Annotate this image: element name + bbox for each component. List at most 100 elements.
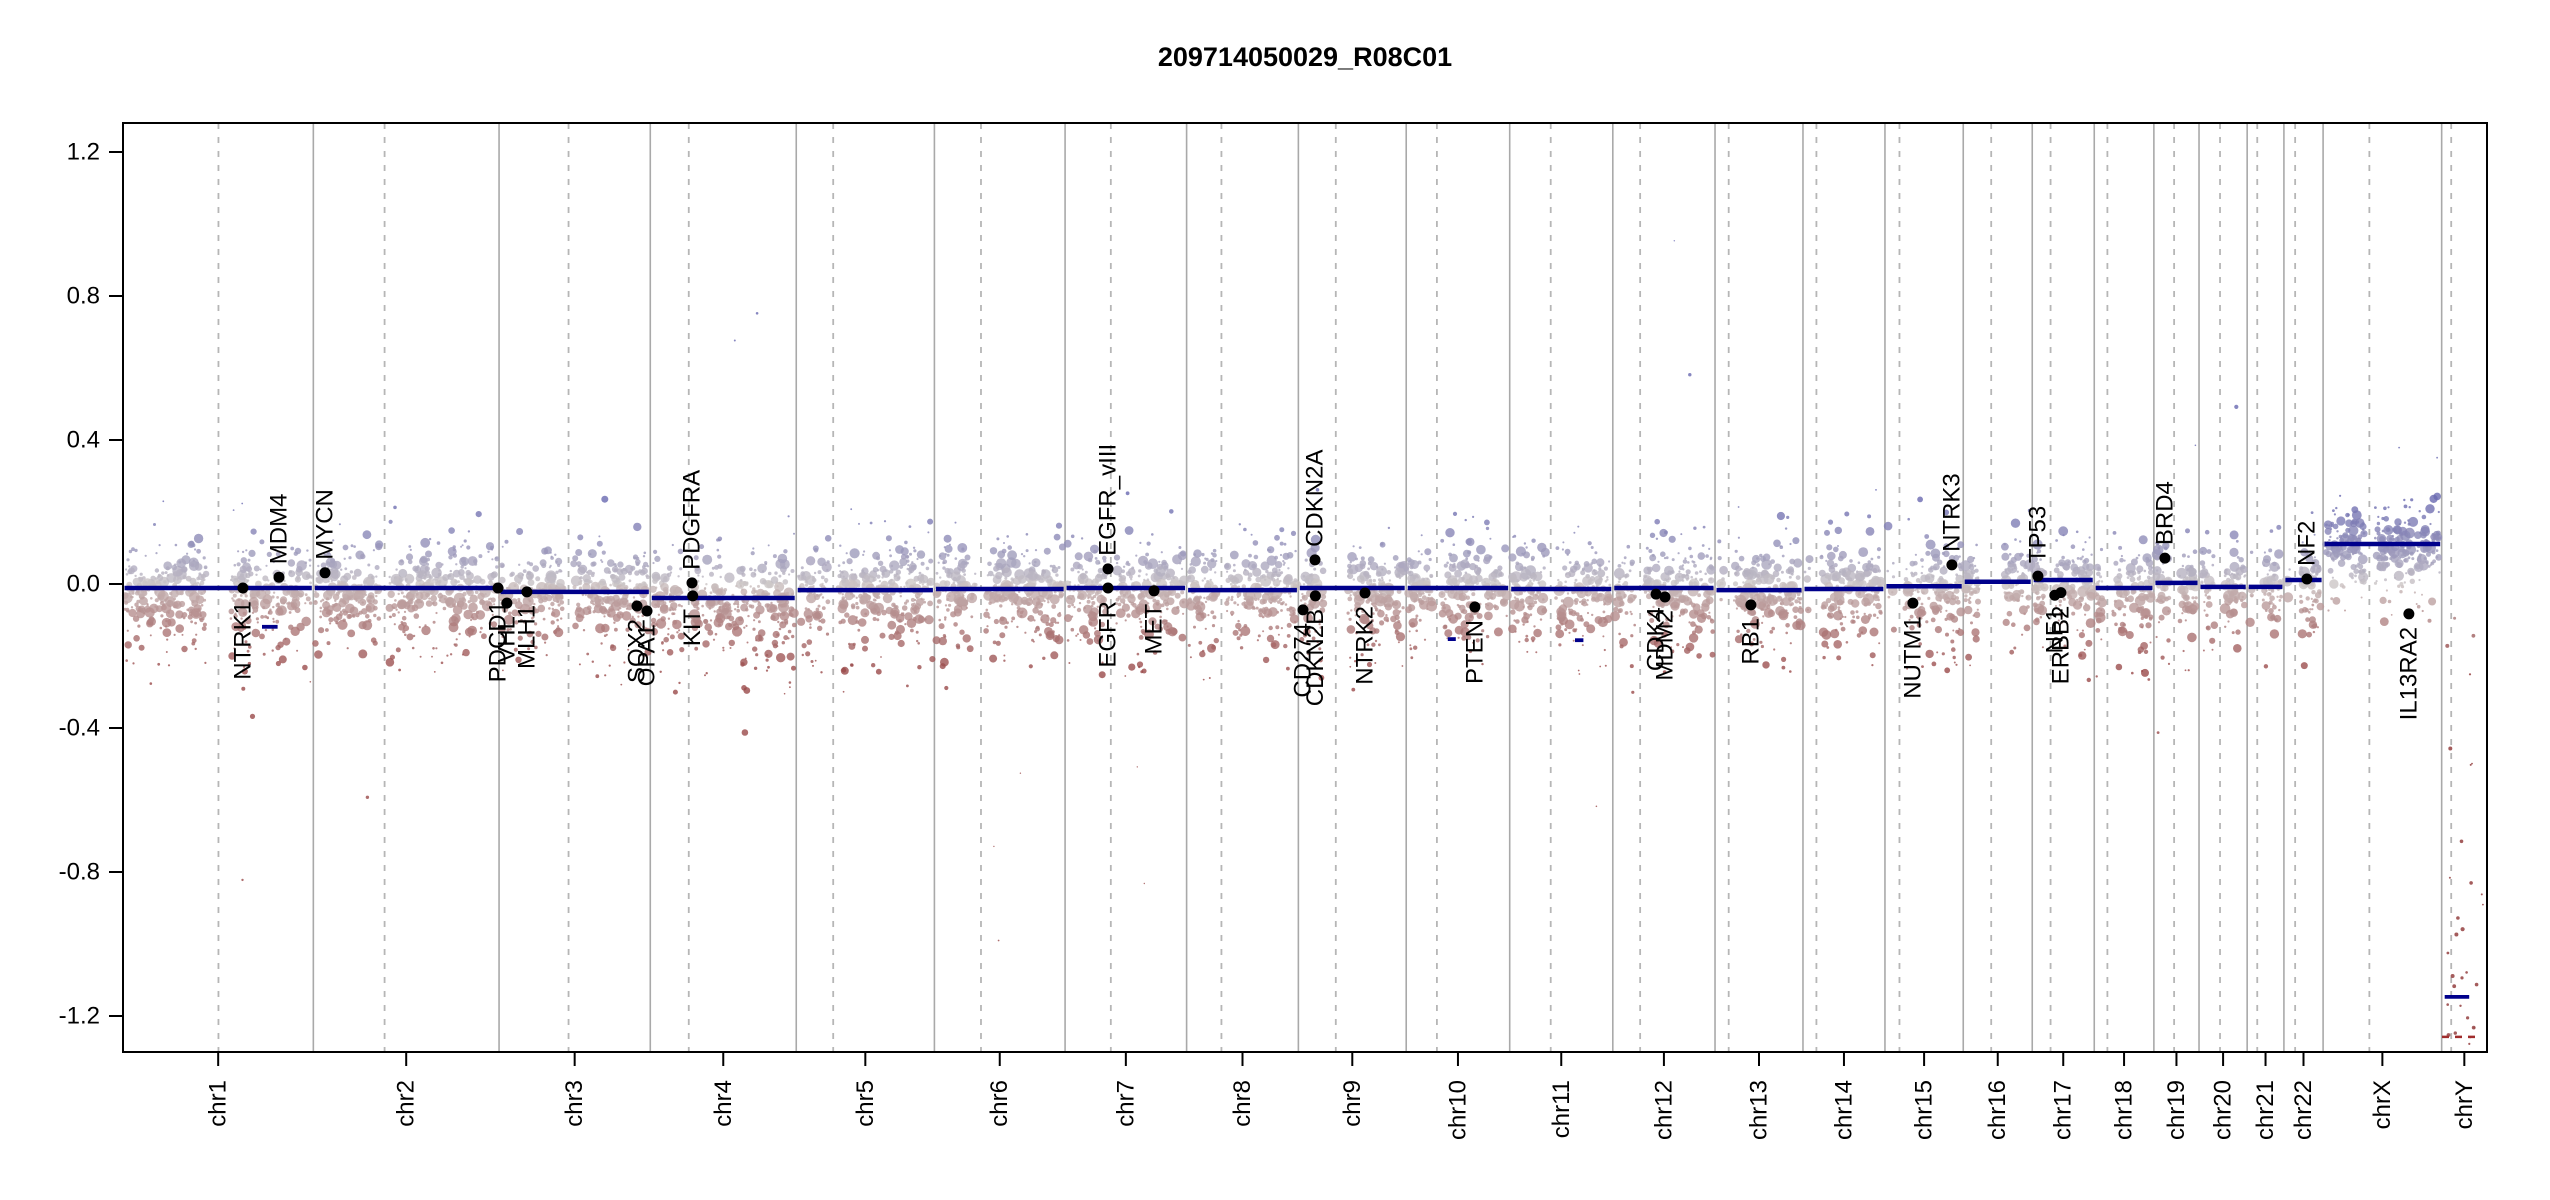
gene-label: NTRK1: [229, 601, 256, 680]
gene-label: NTRK2: [1352, 606, 1379, 685]
y-tick-label: 0.4: [67, 427, 100, 454]
gene-TP53: TP53: [2024, 506, 2051, 582]
x-tick-label-chr13: chr13: [1745, 1080, 1772, 1140]
gene-dot: [2032, 570, 2044, 582]
gene-label: NUTM1: [1899, 616, 1926, 699]
chart-root: 1.2 0.8 0.4 0.0 -0.4 -0.8 -1.2 chr1 chr2 chr3 chr4…: [59, 122, 2488, 1140]
plot-title: 209714050029_R08C01: [1158, 42, 1452, 72]
gene-RB1: RB1: [1737, 599, 1764, 665]
y-axis: 1.2 0.8 0.4 0.0 -0.4 -0.8 -1.2: [59, 139, 123, 1030]
gene-dot: [687, 590, 699, 602]
gene-label: MLH1: [513, 605, 540, 669]
probe-point-cloud: [121, 240, 2484, 1045]
gene-NTRK1: NTRK1: [229, 582, 256, 680]
x-tick-label-chr15: chr15: [1911, 1080, 1938, 1140]
x-tick-label-chr3: chr3: [561, 1080, 588, 1127]
segmentation-lines: [124, 541, 2478, 1039]
x-tick-label-chr5: chr5: [852, 1080, 879, 1127]
gene-dot: [2301, 573, 2313, 585]
gene-MYCN: MYCN: [312, 489, 339, 579]
gene-label: SOX2: [624, 619, 651, 683]
gene-BRD4: BRD4: [2151, 481, 2178, 564]
gene-dot: [1102, 563, 1114, 575]
gene-dot: [686, 577, 698, 589]
gene-label: NF1: [2041, 608, 2068, 653]
x-tick-label-chr14: chr14: [1830, 1080, 1857, 1140]
gene-NTRK3: NTRK3: [1938, 473, 1965, 571]
gene-PTEN: PTEN: [1461, 601, 1488, 684]
gene-dot: [1907, 597, 1919, 609]
x-tick-label-chr7: chr7: [1112, 1080, 1139, 1127]
gene-KIT: KIT: [679, 590, 706, 646]
x-tick-label-chr18: chr18: [2111, 1080, 2138, 1140]
gene-dot: [1148, 585, 1160, 597]
gene-ERBB2: ERBB2: [2047, 587, 2074, 684]
x-tick-label-chrX: chrX: [2369, 1080, 2396, 1129]
gene-label: CDK4: [1643, 607, 1670, 671]
gene-dot: [2055, 587, 2067, 599]
gene-label: CDKN2A: [1302, 450, 1329, 547]
x-tick-label-chr19: chr19: [2163, 1080, 2190, 1140]
x-tick-label-chr2: chr2: [393, 1080, 420, 1127]
gene-dot: [641, 605, 653, 617]
gene-dot: [631, 600, 643, 612]
gene-MLH1: MLH1: [513, 586, 540, 669]
x-tick-label-chr16: chr16: [1984, 1080, 2011, 1140]
gene-PDGFRA: PDGFRA: [679, 470, 706, 589]
gene-MDM4: MDM4: [266, 494, 293, 583]
gene-label: VHL: [493, 616, 520, 663]
gene-label: PDCD1: [485, 601, 512, 682]
gene-label: RB1: [1737, 618, 1764, 665]
gene-label: MYCN: [312, 489, 339, 560]
x-tick-label-chr12: chr12: [1650, 1080, 1677, 1140]
gene-label: MDM4: [266, 494, 293, 565]
plot-border: [122, 122, 2488, 1053]
gene-dot: [1659, 591, 1671, 603]
x-tick-label-chr10: chr10: [1444, 1080, 1471, 1140]
y-tick-label: -1.2: [59, 1003, 100, 1030]
gene-dot: [1297, 604, 1309, 616]
x-tick-label-chr4: chr4: [710, 1080, 737, 1127]
x-tick-label-chr9: chr9: [1339, 1080, 1366, 1127]
gene-dot: [1650, 588, 1662, 600]
gene-label: CD274: [1290, 623, 1317, 698]
x-tick-label-chrY: chrY: [2451, 1080, 2478, 1129]
gene-label: PDGFRA: [679, 470, 706, 570]
x-tick-label-chr11: chr11: [1548, 1080, 1575, 1138]
gene-dot: [1469, 601, 1481, 613]
gene-label: TP53: [2024, 506, 2051, 563]
gene-NUTM1: NUTM1: [1899, 597, 1926, 699]
gene-dot: [492, 582, 504, 594]
gene-dot: [1309, 554, 1321, 566]
gene-CD274: CD274: [1290, 604, 1317, 698]
gene-OPA1: OPA1: [634, 605, 661, 686]
gene-label: EGFR: [1095, 601, 1122, 668]
gene-dot: [521, 586, 533, 598]
y-tick-label: 0.0: [67, 571, 100, 598]
x-tick-label-chr22: chr22: [2290, 1080, 2317, 1140]
gene-IL13RA2: IL13RA2: [2395, 608, 2422, 720]
gene-NTRK2: NTRK2: [1352, 587, 1379, 685]
gene-dot: [1309, 590, 1321, 602]
x-tick-label-chr21: chr21: [2252, 1080, 2279, 1140]
gene-EGFR: EGFR: [1095, 582, 1122, 668]
gene-label: NTRK3: [1938, 473, 1965, 552]
gene-MDM2: MDM2: [1652, 591, 1679, 681]
gene-EGFR_vIII: EGFR_vIII: [1095, 444, 1122, 575]
gene-label: IL13RA2: [2395, 627, 2422, 720]
gene-label: CDKN2B: [1302, 609, 1329, 706]
x-tick-label-chr6: chr6: [986, 1080, 1013, 1127]
x-tick-label-chr8: chr8: [1229, 1080, 1256, 1127]
gene-label: MET: [1141, 603, 1168, 654]
y-tick-label: 1.2: [67, 139, 100, 166]
gene-dot: [1359, 587, 1371, 599]
gene-label: BRD4: [2151, 481, 2178, 545]
gene-dot: [501, 597, 513, 609]
gene-dot: [1745, 599, 1757, 611]
gene-PDCD1: PDCD1: [485, 582, 512, 682]
gene-dot: [273, 571, 285, 583]
y-tick-label: 0.8: [67, 283, 100, 310]
